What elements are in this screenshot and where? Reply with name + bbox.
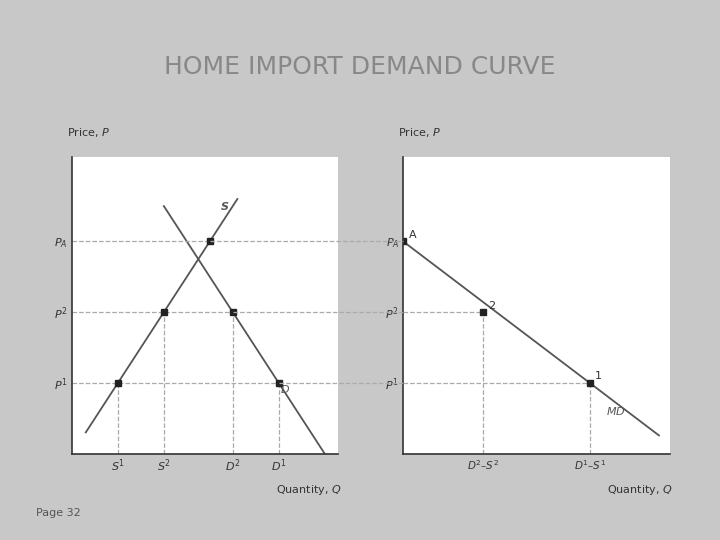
Text: Price, $P$: Price, $P$ xyxy=(398,126,441,139)
Text: Page 32: Page 32 xyxy=(36,508,81,518)
Text: Price, $P$: Price, $P$ xyxy=(67,126,109,139)
Text: $MD$: $MD$ xyxy=(606,404,625,417)
Text: A: A xyxy=(408,230,416,240)
Text: HOME IMPORT DEMAND CURVE: HOME IMPORT DEMAND CURVE xyxy=(164,56,556,79)
Text: 2: 2 xyxy=(488,301,495,310)
Text: D: D xyxy=(281,386,289,395)
Text: 1: 1 xyxy=(595,372,602,381)
Text: Quantity, $Q$: Quantity, $Q$ xyxy=(276,483,341,497)
Text: Quantity, $Q$: Quantity, $Q$ xyxy=(607,483,672,497)
Text: S: S xyxy=(221,201,229,212)
